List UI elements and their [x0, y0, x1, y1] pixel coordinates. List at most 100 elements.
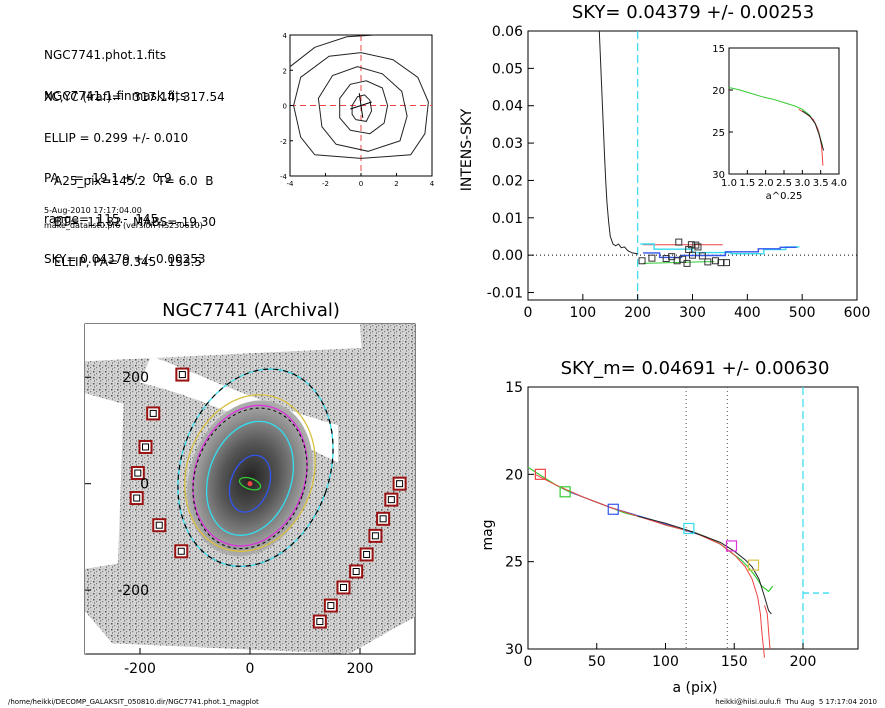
masked-star-box-inner — [340, 583, 347, 591]
file-list: NGC7741.phot.1.fits NGC7741.1.finmask.fi… — [44, 22, 186, 117]
data-square — [679, 255, 687, 263]
inset-y-tick-label: 30 — [712, 170, 725, 181]
data-square — [648, 254, 656, 262]
inset-x-tick-label: 1.0 — [721, 178, 737, 189]
black-curve — [637, 515, 772, 615]
red-curve — [534, 473, 765, 658]
image-chart-title: NGC7741 (Archival) — [162, 300, 340, 321]
mask-top — [85, 324, 415, 362]
inset-x-tick-label: 1.5 — [739, 178, 755, 189]
x-tick-label: 300 — [679, 305, 706, 321]
x-tick-label: -2 — [322, 180, 329, 188]
masked-star-box-inner — [387, 496, 395, 504]
x-tick-label: 200 — [624, 305, 651, 321]
result-line: A25_pix=145.2 T= 6.0 B — [54, 174, 214, 188]
contour-line — [289, 34, 376, 68]
sky-ylabel: INTENS-SKY — [459, 108, 475, 191]
data-square — [683, 259, 691, 267]
x-tick-label: 600 — [844, 305, 871, 321]
y-tick-label: 0 — [283, 103, 287, 111]
masked-star-box-inner — [379, 515, 387, 523]
y-tick-label: 0.05 — [492, 61, 523, 77]
blue-step — [643, 246, 797, 259]
data-square — [662, 255, 670, 263]
param-line: SKY= 0.04379 +/- 0.00253 — [44, 252, 206, 266]
x-tick-label: 200 — [790, 654, 817, 670]
inset-y-tick-label: 25 — [712, 128, 725, 139]
center-marker — [247, 481, 253, 487]
y-tick-label: 0 — [140, 477, 149, 493]
y-tick-label: 200 — [122, 370, 149, 386]
intensity-profile — [598, 30, 638, 255]
inset-x-tick-label: 2.0 — [758, 178, 774, 189]
profile-square — [747, 559, 760, 571]
x-tick-label: 50 — [588, 654, 606, 670]
profile-square — [559, 486, 571, 498]
y-tick-label: 4 — [283, 32, 288, 40]
mag-chart: SKY_m= 0.04691 +/- 0.00630 mag a (pix) 0… — [480, 358, 859, 695]
isophote-ellipse — [228, 454, 272, 513]
program-label: make_datalist0.pro (version HS230610) — [44, 221, 203, 230]
x-tick-label: 0 — [359, 180, 363, 188]
image-chart: NGC7741 (Archival) -200 0 200 200 0 -200 — [84, 300, 416, 677]
x-tick-label: 150 — [721, 654, 748, 670]
red-curve — [764, 605, 771, 650]
data-square — [675, 238, 683, 246]
mask-corner — [85, 611, 107, 654]
data-square — [673, 257, 681, 265]
result-line: BT= 11.82 MABS=-19.30 — [54, 214, 216, 229]
x-tick-label: 400 — [734, 305, 761, 321]
inset-y-tick-label: 20 — [712, 86, 725, 97]
sky-chart: SKY= 0.04379 +/- 0.00253 INTENS-SKY 0 100… — [459, 2, 871, 321]
masked-star-box-inner — [396, 480, 404, 488]
data-square — [689, 251, 696, 259]
file-name: NGC7741.1.finmask.fits — [44, 88, 187, 103]
y-tick-label: 0.00 — [492, 248, 523, 264]
mag-xlabel: a (pix) — [672, 680, 717, 695]
data-square — [692, 241, 700, 249]
mask-left — [85, 393, 124, 569]
isophote-ellipse — [192, 404, 308, 547]
masked-star-box-inner — [363, 550, 371, 558]
green-line — [643, 261, 715, 264]
y-tick-label: 0.06 — [492, 24, 523, 40]
param-line: range= 115.- 145. — [44, 211, 162, 226]
inset-x-tick-label: 3.5 — [813, 178, 829, 189]
data-square — [638, 257, 646, 265]
x-tick-label: 4 — [430, 180, 435, 188]
masked-star-box-inner — [134, 469, 142, 477]
isophote-ellipse — [238, 476, 262, 491]
file-name: NGC7741.phot.1.fits — [44, 48, 167, 62]
y-tick-label: 20 — [505, 467, 523, 483]
x-tick-label: 100 — [652, 654, 679, 670]
cyan-step — [640, 243, 800, 255]
x-tick-label: 2 — [394, 180, 398, 188]
y-tick-label: 0.02 — [492, 173, 523, 189]
outer-dashed-ellipse — [177, 368, 334, 567]
y-tick-label: 0.03 — [492, 136, 523, 152]
mag-chart-title: SKY_m= 0.04691 +/- 0.00630 — [561, 358, 830, 379]
profile-square — [607, 503, 619, 515]
cross-mark — [358, 93, 364, 118]
masked-star-box-inner — [316, 618, 324, 626]
inset-black-curve — [802, 110, 825, 151]
data-square — [668, 253, 676, 261]
inset-y-tick-label: 15 — [712, 44, 725, 55]
param-line: PA = -19.1 +/- 0.9 — [44, 171, 172, 185]
inset-xlabel: a^0.25 — [766, 191, 803, 202]
isophote-ellipse — [205, 420, 295, 536]
y-tick-label: 30 — [505, 642, 523, 658]
masked-star-box-inner — [352, 568, 360, 575]
masked-star-box-inner — [133, 494, 141, 502]
x-tick-label: 0 — [524, 654, 533, 670]
contour-line — [293, 52, 429, 159]
x-tick-label: 500 — [789, 305, 816, 321]
sky-field-right — [360, 324, 415, 495]
y-tick-label: 2 — [283, 67, 287, 75]
data-square — [717, 259, 725, 267]
y-tick-label: 0.04 — [492, 99, 523, 115]
sky-chart-title: SKY= 0.04379 +/- 0.00253 — [572, 2, 814, 23]
param-line: ELLIP = 0.299 +/- 0.010 — [44, 130, 189, 145]
contour-line — [317, 66, 408, 152]
x-tick-label: -200 — [124, 661, 156, 677]
